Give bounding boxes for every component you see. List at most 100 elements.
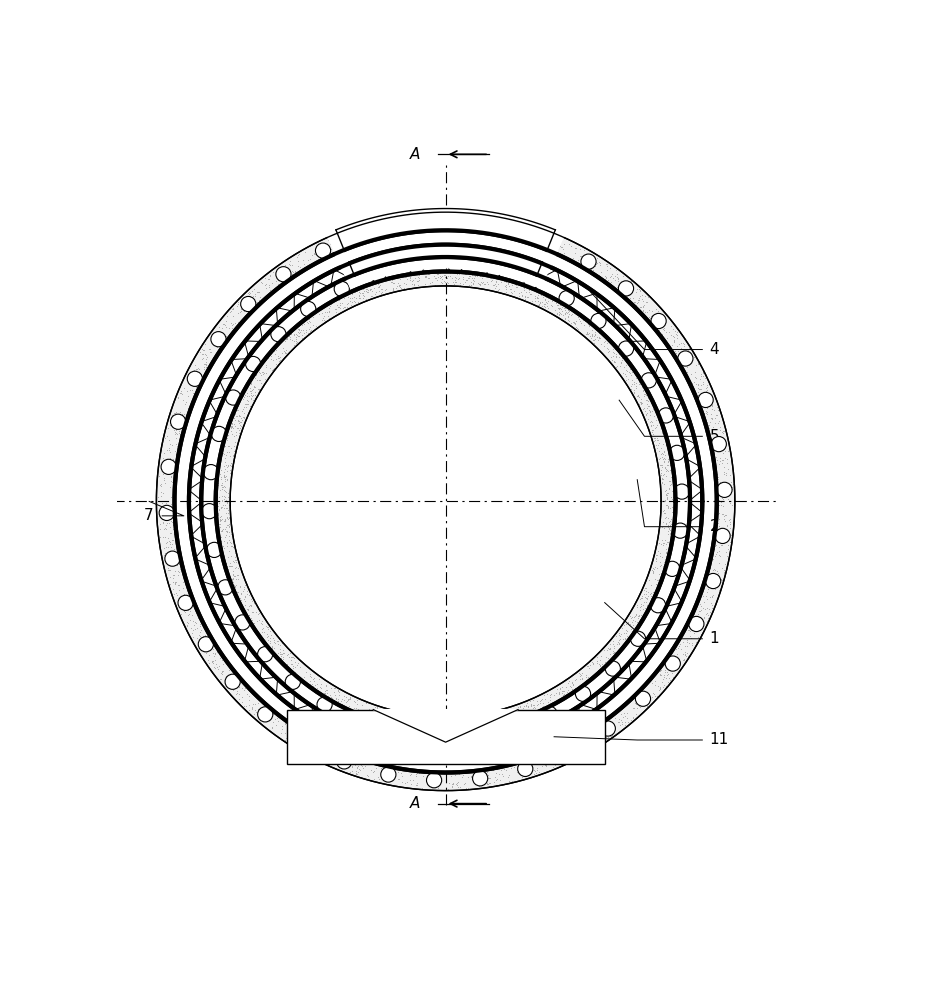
Point — [349, 702, 364, 718]
Point — [639, 590, 654, 606]
Point — [248, 367, 263, 383]
Point — [497, 711, 512, 727]
Point — [308, 742, 323, 758]
Point — [647, 561, 661, 577]
Point — [355, 281, 370, 297]
Point — [512, 699, 527, 715]
Point — [608, 628, 623, 644]
Point — [665, 665, 680, 681]
Point — [492, 220, 507, 236]
Point — [444, 779, 459, 795]
Point — [574, 248, 589, 264]
Point — [215, 652, 230, 668]
Polygon shape — [349, 243, 542, 276]
Point — [230, 584, 245, 600]
Point — [644, 413, 659, 429]
Point — [425, 715, 439, 731]
Point — [402, 222, 417, 238]
Point — [660, 487, 675, 503]
Point — [590, 662, 605, 678]
Point — [550, 691, 565, 707]
Point — [219, 444, 234, 460]
Point — [225, 301, 240, 317]
Point — [540, 293, 555, 309]
Point — [258, 701, 273, 717]
Point — [215, 666, 230, 682]
Point — [455, 276, 470, 292]
Point — [475, 270, 490, 286]
Point — [598, 331, 613, 347]
Point — [171, 417, 186, 433]
Point — [339, 694, 354, 710]
Point — [351, 294, 366, 310]
Point — [684, 366, 699, 382]
Point — [630, 599, 645, 615]
Point — [658, 312, 673, 328]
Point — [265, 639, 280, 655]
Point — [655, 503, 670, 519]
Point — [555, 679, 570, 695]
Point — [658, 482, 673, 498]
Point — [272, 637, 287, 653]
Point — [244, 604, 259, 620]
Point — [710, 399, 725, 415]
Point — [402, 270, 417, 286]
Point — [535, 699, 550, 715]
Point — [190, 610, 205, 626]
Circle shape — [211, 332, 226, 347]
Point — [373, 281, 388, 297]
Point — [657, 447, 672, 463]
Point — [209, 659, 224, 675]
Point — [564, 238, 578, 254]
Point — [717, 511, 731, 527]
Point — [488, 706, 503, 722]
Point — [220, 463, 235, 479]
Point — [450, 714, 465, 730]
Point — [308, 246, 323, 262]
Point — [183, 603, 198, 619]
Point — [165, 451, 180, 467]
Point — [692, 603, 707, 619]
Point — [579, 252, 594, 268]
Point — [159, 510, 174, 526]
Point — [317, 744, 332, 760]
Point — [590, 736, 605, 752]
Point — [293, 728, 308, 744]
Point — [663, 327, 678, 343]
Point — [584, 326, 599, 342]
Point — [719, 483, 734, 499]
Point — [481, 776, 496, 792]
Point — [271, 276, 285, 292]
Point — [596, 717, 611, 733]
Point — [577, 674, 592, 690]
Point — [498, 284, 513, 300]
Point — [646, 563, 661, 579]
Point — [530, 290, 545, 306]
Point — [283, 331, 298, 347]
Point — [662, 473, 677, 489]
Point — [232, 579, 247, 595]
Point — [384, 272, 399, 288]
Point — [619, 616, 634, 632]
Point — [711, 521, 726, 537]
Point — [411, 273, 425, 289]
Point — [248, 387, 263, 403]
Point — [662, 457, 677, 473]
Point — [567, 240, 582, 256]
Point — [300, 314, 315, 330]
Point — [556, 307, 571, 323]
Point — [410, 775, 425, 791]
Point — [649, 316, 664, 332]
Point — [370, 703, 385, 719]
Point — [214, 523, 229, 539]
Point — [479, 718, 494, 734]
Point — [619, 289, 634, 305]
Point — [205, 653, 220, 669]
Point — [518, 289, 533, 305]
Point — [318, 677, 333, 693]
Point — [199, 645, 214, 661]
Point — [637, 600, 652, 616]
Point — [603, 646, 618, 662]
Point — [696, 368, 711, 384]
Point — [654, 440, 669, 456]
